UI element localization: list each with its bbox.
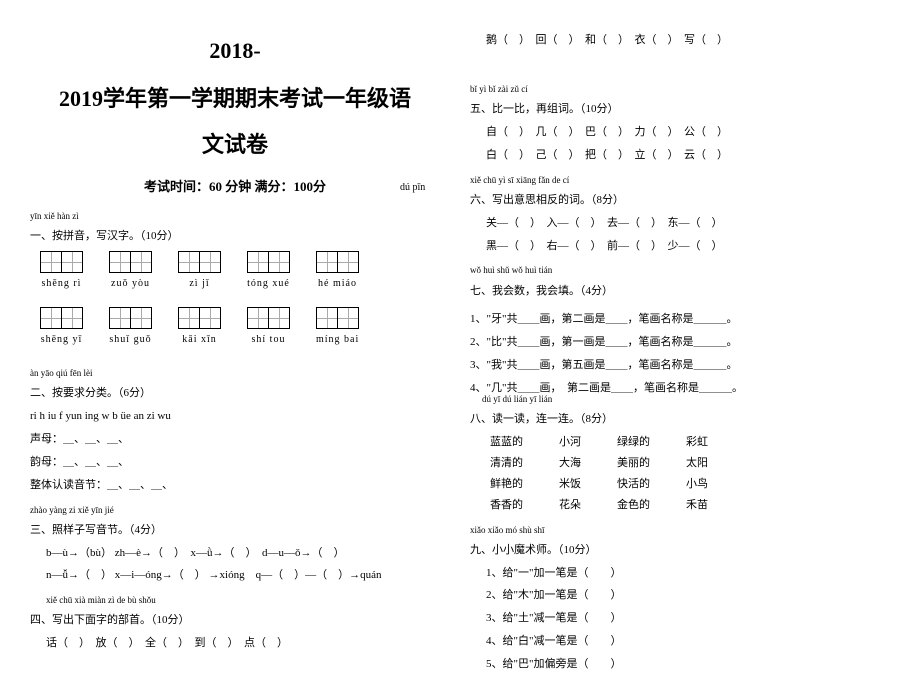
q6-l2: 黑—（ ） 右—（ ） 前—（ ） 少—（ ） bbox=[486, 236, 900, 257]
q6-pinyin: xiě chū yì sī xiāng fǎn de cí bbox=[470, 172, 900, 189]
q3-pinyin: zhào yàng zi xiě yīn jié bbox=[30, 502, 440, 519]
title-line-2: 2019学年第一学期期末考试一年级语 bbox=[30, 78, 440, 120]
q2-a: 声母：＿、＿、＿、 bbox=[30, 429, 440, 450]
grid-row-2: shēng yī shuǐ guǒ kāi xīn shí tou míng b… bbox=[40, 307, 440, 349]
q9-l4: 4、给"白"减一笔是（ ） bbox=[486, 631, 900, 652]
q9-l2: 2、给"木"加一笔是（ ） bbox=[486, 585, 900, 606]
q5-title: 五、比一比，再组词。（10分） bbox=[470, 99, 900, 120]
match-col-3: 绿绿的 美丽的 快活的 金色的 bbox=[617, 432, 650, 516]
grid-pair: shēng rì bbox=[40, 251, 83, 293]
match-col-1: 蓝蓝的 清清的 鲜艳的 香香的 bbox=[490, 432, 523, 516]
q4-line: 话（ ） 放（ ） 全（ ） 到（ ） 点（ ） bbox=[46, 633, 440, 654]
q9-pinyin: xiǎo xiǎo mó shù shī bbox=[470, 522, 900, 539]
q2-title: 二、按要求分类。（6分） bbox=[30, 383, 440, 404]
grid-pair: tóng xué bbox=[247, 251, 290, 293]
q5-l1: 自（ ） 几（ ） 巴（ ） 力（ ） 公（ ） bbox=[486, 122, 900, 143]
grid-pair: zì jǐ bbox=[178, 251, 221, 293]
dupin-label: dú pīn bbox=[400, 178, 425, 197]
q6-l1: 关—（ ） 入—（ ） 去—（ ） 东—（ ） bbox=[486, 213, 900, 234]
grid-row-1: shēng rì zuǒ yòu zì jǐ tóng xué hé miáo bbox=[40, 251, 440, 293]
q2-b: 韵母：＿、＿、＿、 bbox=[30, 452, 440, 473]
q4-title: 四、写出下面字的部首。（10分） bbox=[30, 610, 440, 631]
q7-l1: 1、"牙"共＿＿画，第二画是＿＿，笔画名称是＿＿＿。 bbox=[470, 309, 900, 330]
q2-list: ri h iu f yun ing w b üe an zi wu bbox=[30, 406, 440, 427]
exam-page: 2018- 2019学年第一学期期末考试一年级语 文试卷 考试时间：60 分钟 … bbox=[0, 0, 920, 637]
grid-pair: kāi xīn bbox=[178, 307, 221, 349]
title-line-1: 2018- bbox=[30, 30, 440, 72]
left-column: 2018- 2019学年第一学期期末考试一年级语 文试卷 考试时间：60 分钟 … bbox=[0, 0, 460, 637]
q4-pinyin: xiě chū xià miàn zì de bù shǒu bbox=[46, 592, 440, 609]
exam-info: 考试时间：60 分钟 满分：100分 bbox=[30, 175, 440, 200]
match-block: 蓝蓝的 清清的 鲜艳的 香香的 小河 大海 米饭 花朵 绿绿的 美丽的 快活的 … bbox=[490, 432, 900, 516]
grid-pair: shí tou bbox=[247, 307, 290, 349]
right-column: 鹅（ ） 回（ ） 和（ ） 衣（ ） 写（ ） bǐ yì bǐ zài zǔ… bbox=[460, 0, 920, 637]
q7-l2: 2、"比"共＿＿画，第一画是＿＿，笔画名称是＿＿＿。 bbox=[470, 332, 900, 353]
q1-pinyin: yīn xiě hàn zì bbox=[30, 208, 440, 225]
q9-title: 九、小小魔术师。（10分） bbox=[470, 540, 900, 561]
q7-title: 七、我会数，我会填。（4分） bbox=[470, 281, 900, 302]
q5-pinyin: bǐ yì bǐ zài zǔ cí bbox=[470, 81, 900, 98]
q3-title: 三、照样子写音节。（4分） bbox=[30, 520, 440, 541]
grid-pair: shuǐ guǒ bbox=[109, 307, 152, 349]
grid-pair: míng bai bbox=[316, 307, 359, 349]
q9-l1: 1、给"一"加一笔是（ ） bbox=[486, 563, 900, 584]
q2-pinyin: àn yāo qiú fēn lèi bbox=[30, 365, 440, 382]
q5-l2: 白（ ） 己（ ） 把（ ） 立（ ） 云（ ） bbox=[486, 145, 900, 166]
grid-pair: shēng yī bbox=[40, 307, 83, 349]
grid-pair: zuǒ yòu bbox=[109, 251, 152, 293]
q9-l3: 3、给"土"减一笔是（ ） bbox=[486, 608, 900, 629]
q3-l2: n—ǚ→（ ） x—i—óng→（ ） →xióng q—（ ）—（ ）→quá… bbox=[46, 565, 440, 586]
q1-title: 一、按拼音，写汉字。（10分） bbox=[30, 226, 440, 247]
match-col-2: 小河 大海 米饭 花朵 bbox=[559, 432, 581, 516]
q9-l5: 5、给"巴"加偏旁是（ ） bbox=[486, 654, 900, 675]
grid-pair: hé miáo bbox=[316, 251, 359, 293]
q2-c: 整体认读音节：＿、＿、＿、 bbox=[30, 475, 440, 496]
q3-l1: b—ù→（bù） zh—è→（ ） x—ǜ→（ ） d—u—ǒ→（ ） bbox=[46, 543, 440, 564]
q8-title: 八、读一读，连一连。（8分） bbox=[470, 409, 900, 430]
q7-l3: 3、"我"共＿＿画，第五画是＿＿，笔画名称是＿＿＿。 bbox=[470, 355, 900, 376]
topline: 鹅（ ） 回（ ） 和（ ） 衣（ ） 写（ ） bbox=[486, 30, 900, 51]
q6-title: 六、写出意思相反的词。（8分） bbox=[470, 190, 900, 211]
q7-pinyin: wǒ huì shǔ wǒ huì tián bbox=[470, 262, 900, 279]
title-line-3: 文试卷 bbox=[30, 124, 440, 166]
match-col-4: 彩虹 太阳 小鸟 禾苗 bbox=[686, 432, 708, 516]
